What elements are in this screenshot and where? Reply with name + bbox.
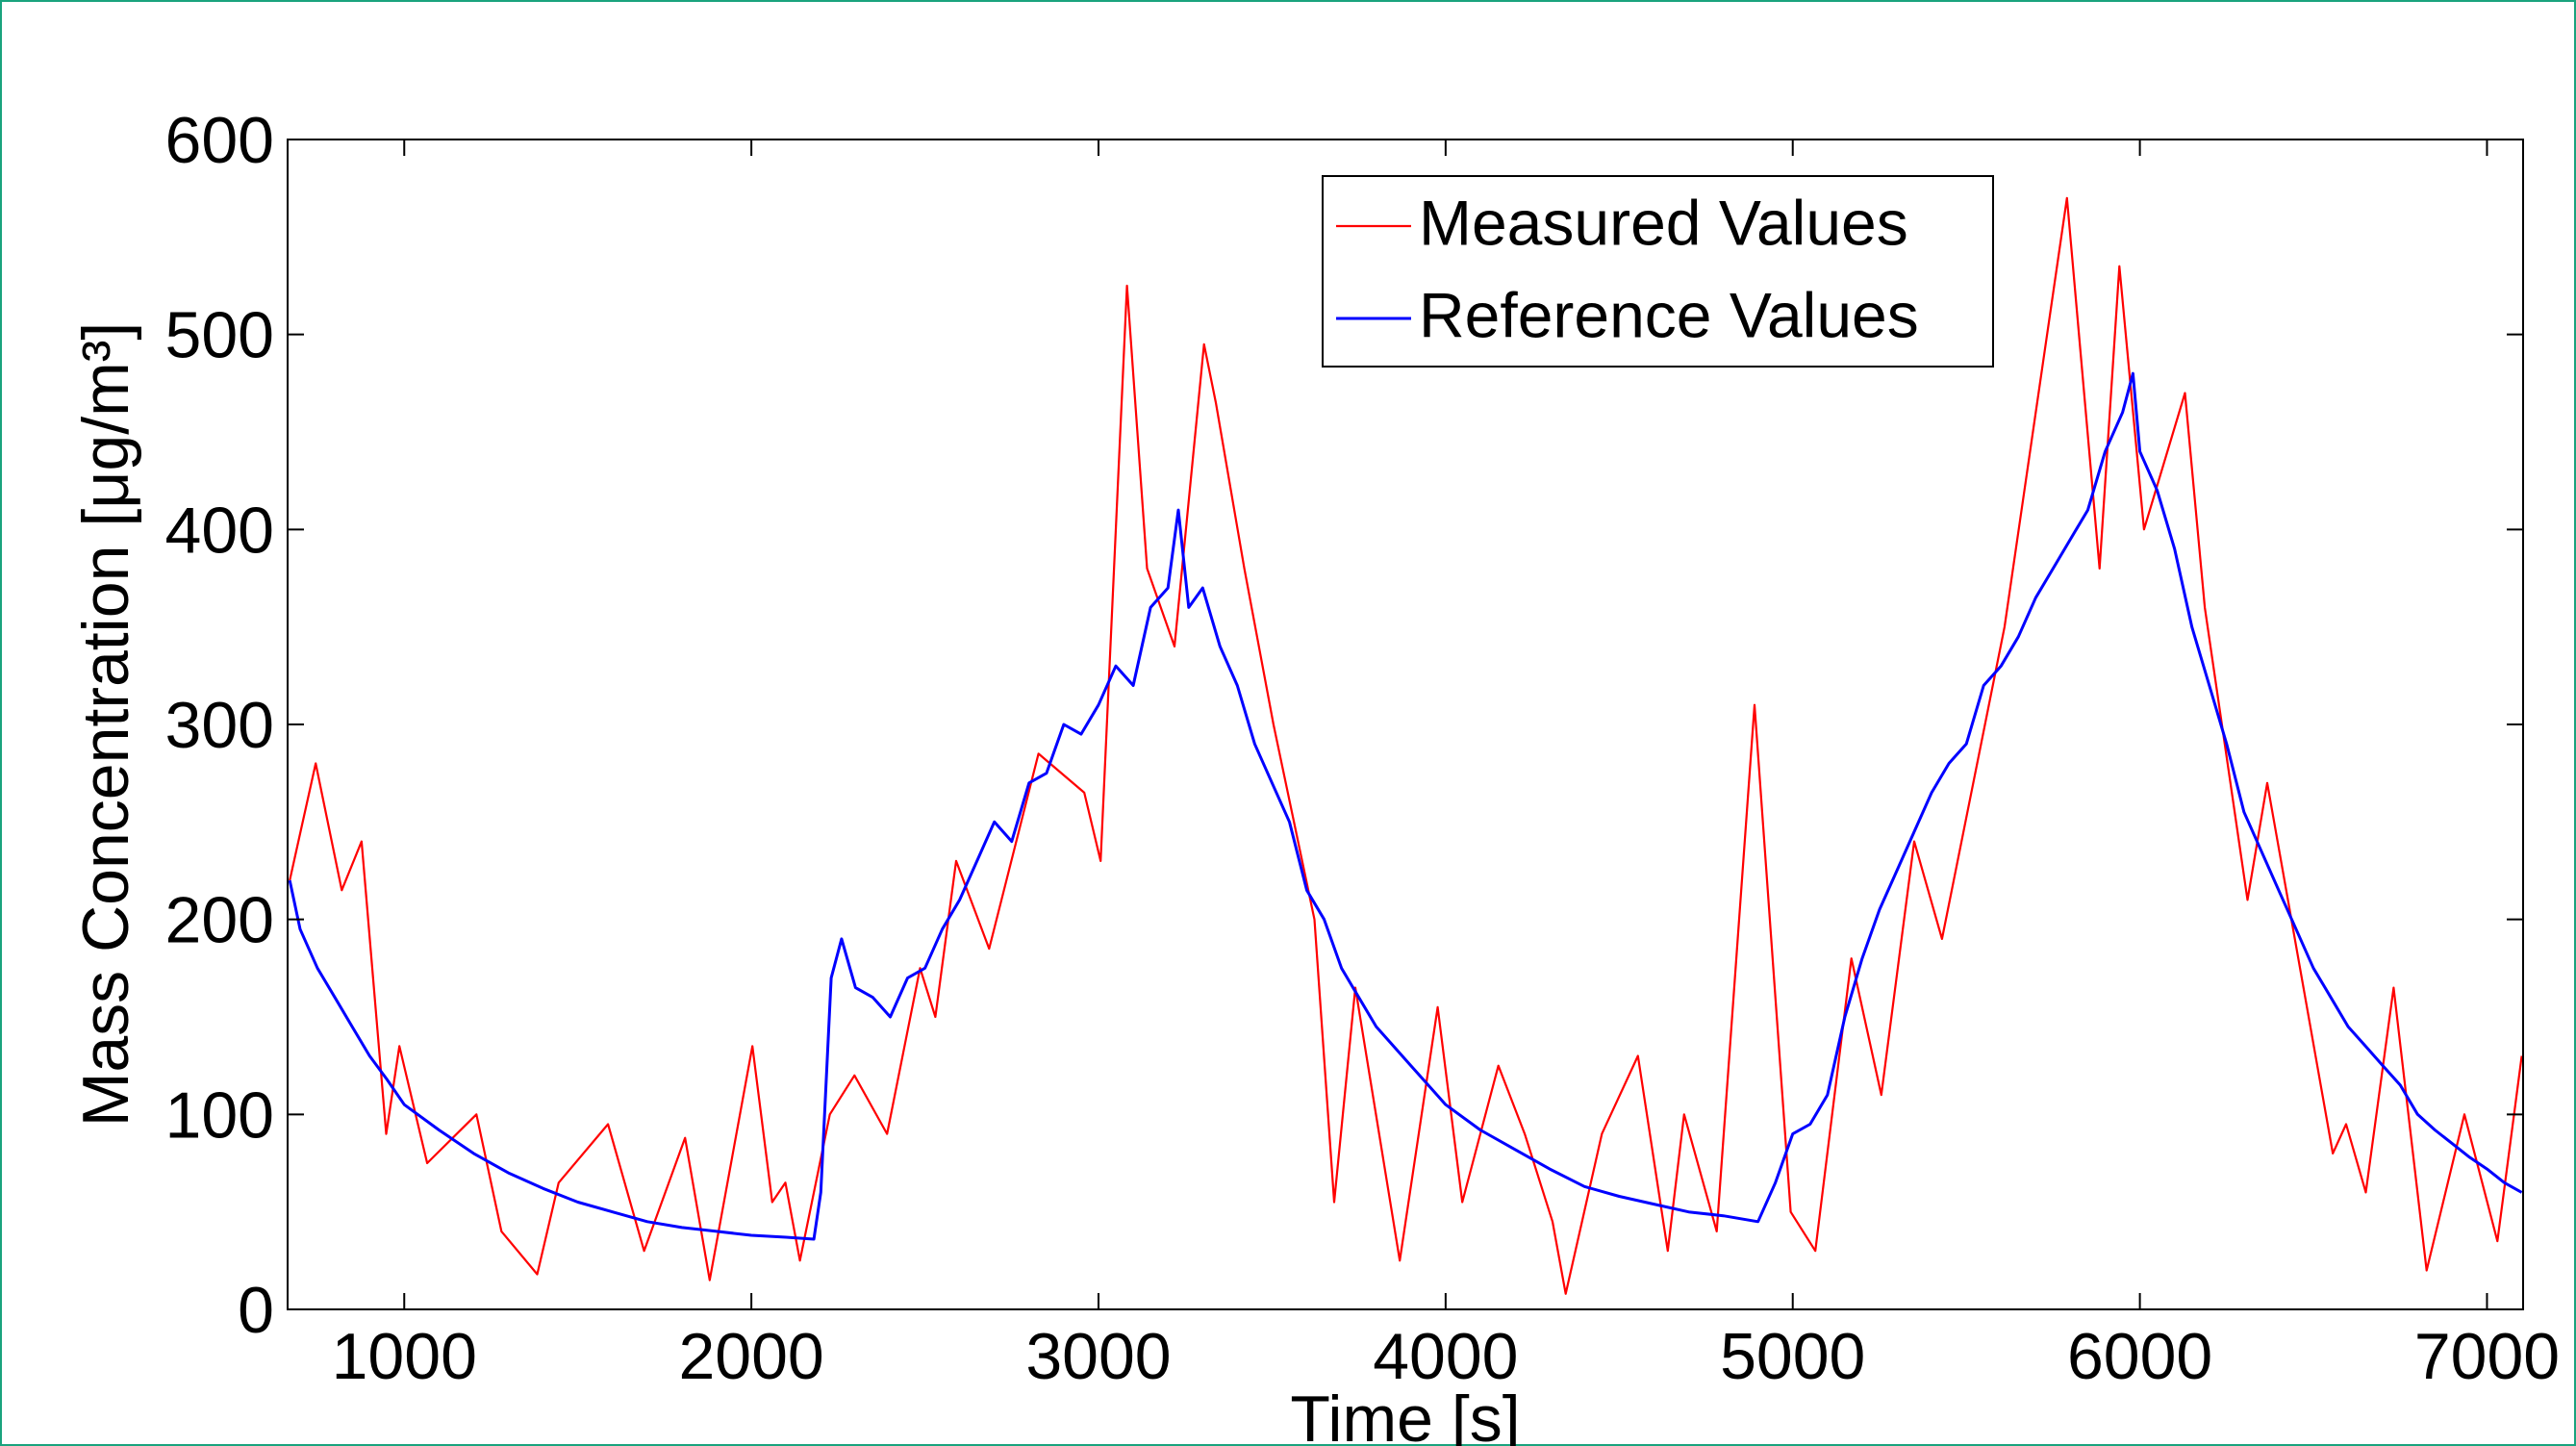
legend-box: [1322, 175, 1994, 368]
legend-label: Measured Values: [1419, 187, 1908, 258]
y-tick-label: 400: [165, 494, 274, 567]
data-line: [289, 196, 2523, 1295]
x-axis-label: Time [s]: [1290, 1383, 1520, 1446]
x-tick-label: 2000: [678, 1320, 823, 1393]
data-line: [288, 371, 2523, 1241]
y-tick-label: 300: [165, 689, 274, 762]
y-tick-label: 0: [238, 1274, 274, 1347]
x-tick-label: 5000: [1720, 1320, 1865, 1393]
x-tick-label: 1000: [332, 1320, 477, 1393]
x-tick-label: 3000: [1025, 1320, 1171, 1393]
y-tick-label: 600: [165, 104, 274, 177]
x-tick-label: 4000: [1373, 1320, 1518, 1393]
x-tick-label: 7000: [2414, 1320, 2560, 1393]
y-tick-label: 500: [165, 299, 274, 372]
x-tick-label: 6000: [2067, 1320, 2212, 1393]
legend-label: Reference Values: [1419, 279, 1919, 350]
y-axis-label: Mass Concentration [μg/m³]: [69, 322, 142, 1128]
y-tick-label: 200: [165, 884, 274, 957]
y-tick-label: 100: [165, 1078, 274, 1152]
